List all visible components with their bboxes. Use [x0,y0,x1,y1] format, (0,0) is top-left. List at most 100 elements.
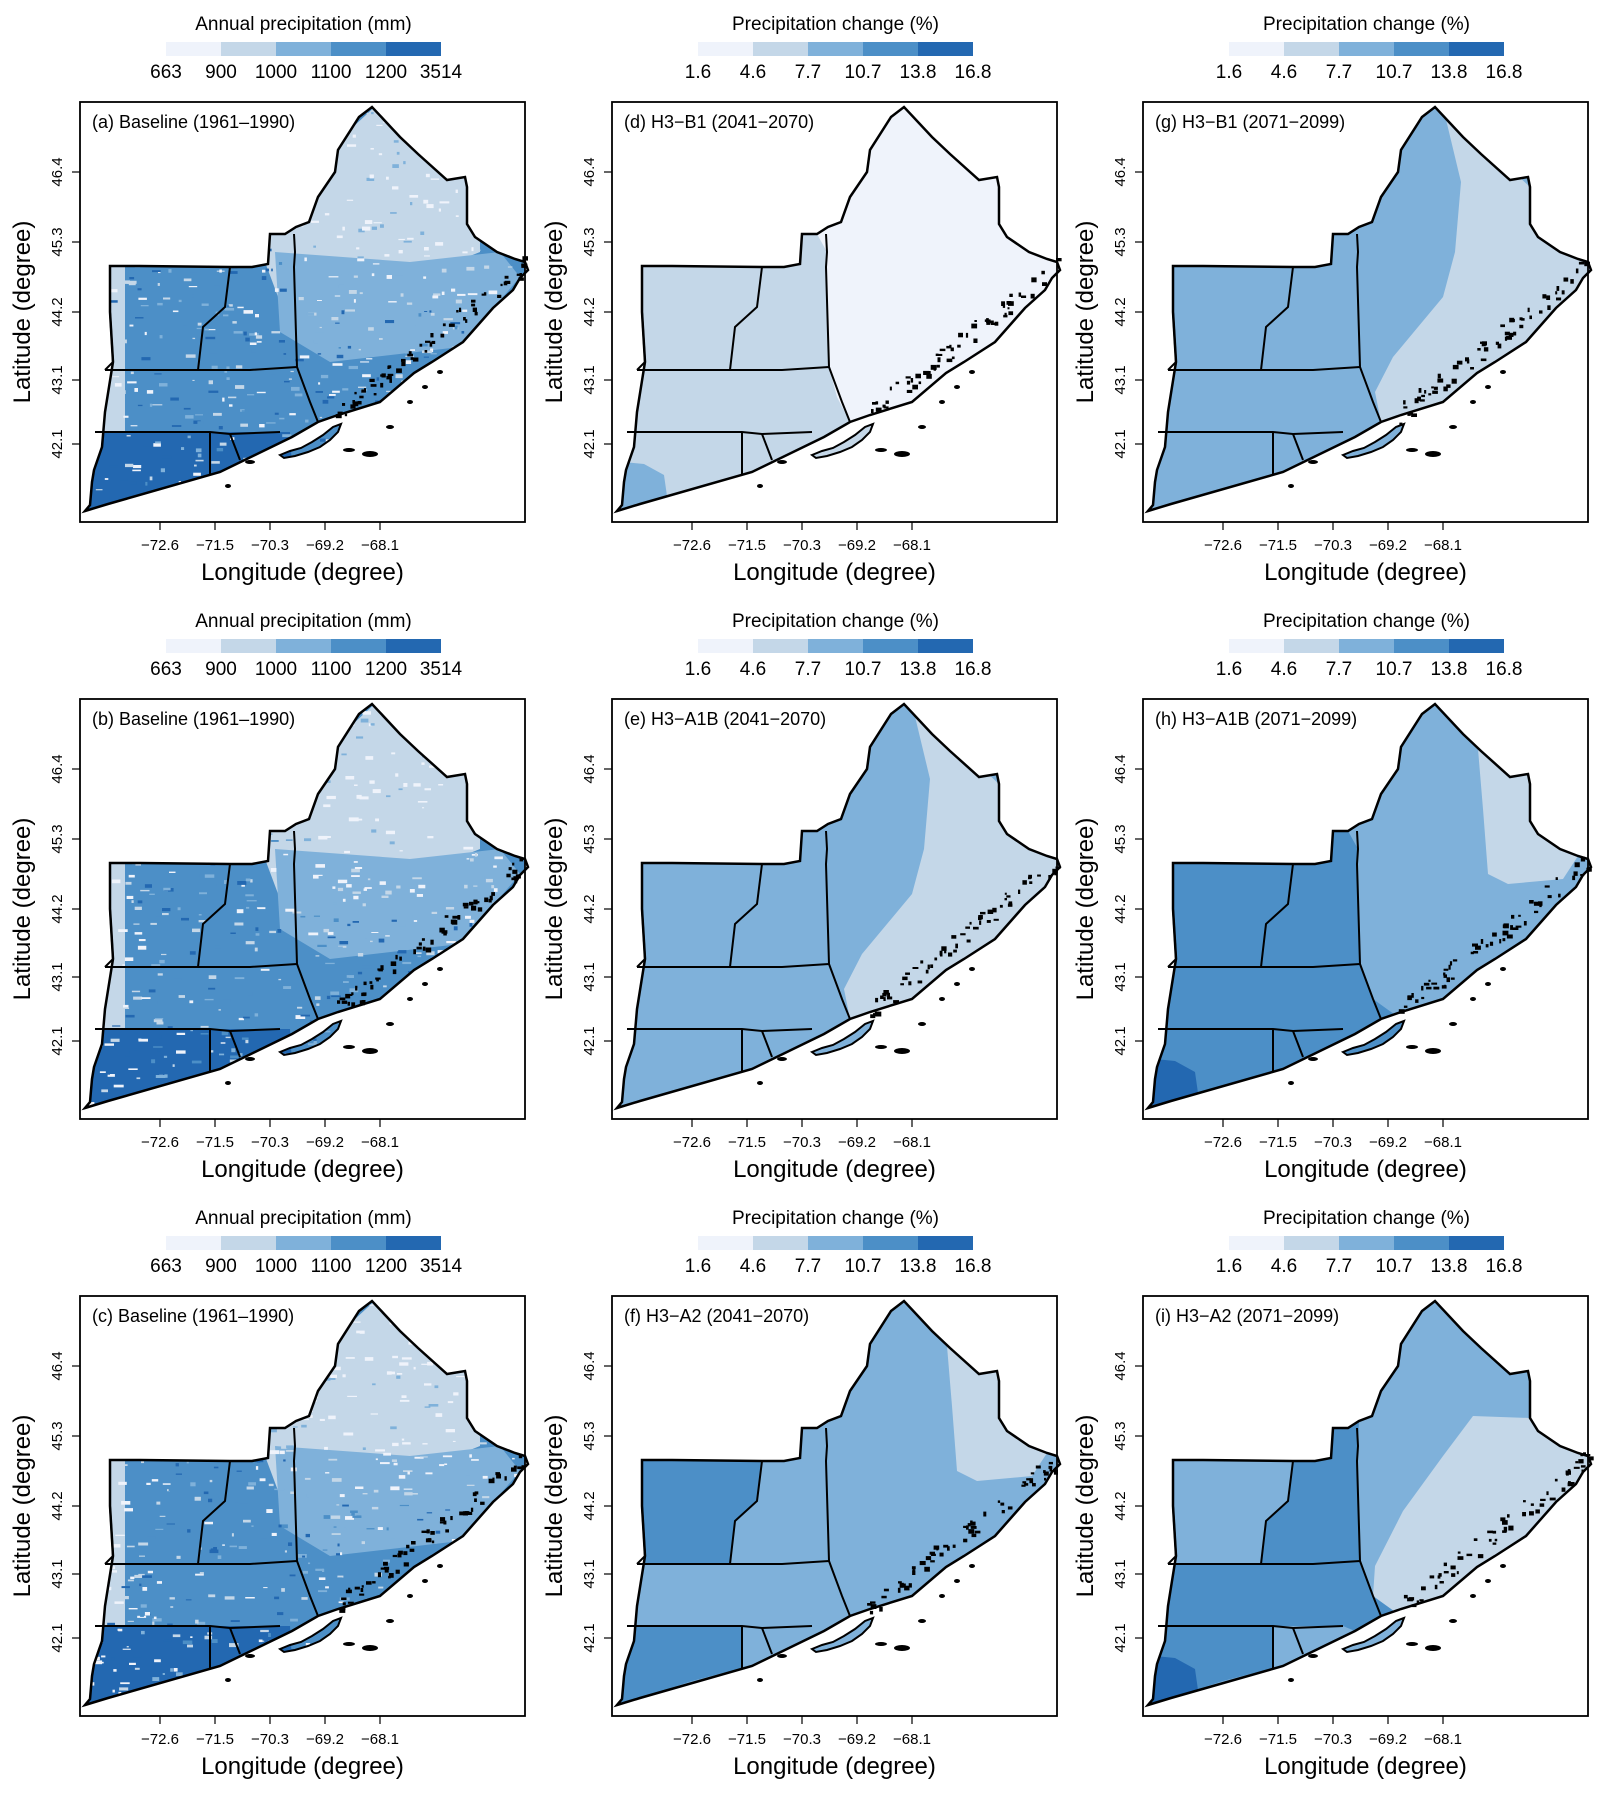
island [225,1678,231,1682]
map-area: (i) H3−A2 (2071−2099) −72.6 −71.5 −70.3 −69.… [1072,1295,1594,1780]
state-boundary [637,963,830,968]
x-axis-title: Longitude (degree) [201,1753,404,1780]
legend-swatch [331,639,386,653]
state-boundary [229,1030,241,1058]
island [777,460,787,464]
panel-label: (e) H3−A1B (2041−2070) [624,709,826,729]
state-boundary [627,1625,813,1630]
y-tick-label: 42.1 [1112,429,1129,458]
y-tick-label: 43.1 [1112,1559,1129,1588]
y-tick-label: 45.3 [1112,1421,1129,1450]
island [939,1594,945,1598]
x-tick-label: −68.1 [1424,537,1462,554]
y-tick-label: 43.1 [49,365,66,394]
x-tick-label: −69.2 [1369,1731,1407,1748]
legend-tick-label: 1.6 [1216,62,1242,83]
y-tick-label: 42.1 [581,1026,598,1055]
legend-swatch [698,639,753,653]
map-panel-c: Annual precipitation (mm) 663 900 1000 1100 1… [9,1208,530,1780]
coastline [81,702,530,1111]
legend-swatch [863,639,918,653]
x-tick-label: −69.2 [306,1731,344,1748]
y-tick-label: 45.3 [581,1421,598,1450]
y-tick-label: 46.4 [49,157,66,186]
island [1308,1057,1318,1061]
field-zone-ma [1158,1561,1398,1631]
y-tick-label: 46.4 [581,1351,598,1380]
coastline [613,1299,1062,1708]
y-tick-label: 44.2 [581,297,598,326]
legend-tick-label: 663 [150,62,182,83]
legend-swatch [1449,42,1504,56]
legend-a: Annual precipitation (mm) 663 900 1000 1100 1… [150,14,462,83]
y-tick-label: 43.1 [581,962,598,991]
y-axis-title: Latitude (degree) [541,221,568,404]
cape-cod-outline [1340,422,1406,460]
map-panel-g: Precipitation change (%) 1.6 4.6 7.7 10.7 13.… [1072,14,1593,586]
island [1406,1045,1418,1049]
y-tick-label: 45.3 [1112,227,1129,256]
legend-title: Precipitation change (%) [1263,14,1470,35]
y-tick-label: 46.4 [49,754,66,783]
legend-tick-label: 3514 [420,1256,463,1277]
state-boundary [1168,963,1361,968]
map-panel-f: Precipitation change (%) 1.6 4.6 7.7 10.7 13.… [541,1208,1062,1780]
legend-tick-label: 4.6 [1271,62,1297,83]
x-tick-label: −72.6 [1204,537,1242,554]
map-panel-b: Annual precipitation (mm) 663 900 1000 1100 1… [9,611,530,1183]
legend-tick-label: 16.8 [955,62,992,83]
y-tick-label: 44.2 [1112,297,1129,326]
legend-swatch [1394,1236,1449,1250]
legend-swatch [221,42,276,56]
coastline [613,105,1062,514]
x-axis-title: Longitude (degree) [733,559,936,586]
legend-tick-label: 1200 [365,659,407,680]
state-boundary [1168,366,1361,371]
island [1500,967,1506,971]
coastline [1144,1299,1593,1708]
x-axis-title: Longitude (degree) [201,559,404,586]
y-tick-label: 43.1 [581,1559,598,1588]
legend-tick-label: 10.7 [1376,659,1413,680]
x-tick-label: −71.5 [196,1731,234,1748]
y-axis-title: Latitude (degree) [9,818,36,1001]
legend-tick-label: 1.6 [685,1256,711,1277]
cape-cod-outline [277,1616,343,1654]
legend-swatch [1449,1236,1504,1250]
map-panel-e: Precipitation change (%) 1.6 4.6 7.7 10.7 13.… [541,611,1062,1183]
field-interior-zone [275,252,520,362]
island [1406,1642,1418,1646]
island [362,1048,378,1054]
legend-c: Annual precipitation (mm) 663 900 1000 1100 1… [150,1208,462,1277]
island [343,1642,355,1646]
island [969,370,975,374]
island [1425,1048,1441,1054]
state-boundary [1168,1560,1361,1565]
legend-tick-label: 4.6 [740,1256,766,1277]
x-tick-label: −72.6 [141,537,179,554]
x-tick-label: −71.5 [1259,1134,1297,1151]
field-zone-ct [617,1626,742,1705]
field-interior-zone [275,1446,520,1556]
state-boundary [197,1460,231,1565]
legend-tick-label: 7.7 [795,1256,821,1277]
state-boundary [761,1627,773,1655]
y-tick-label: 45.3 [49,1421,66,1450]
legend-swatch [863,1236,918,1250]
map-area: (b) Baseline (1961–1990)−72.6 −71.5 −70.3−… [9,698,530,1183]
legend-tick-label: 16.8 [1486,659,1523,680]
legend-swatch [1284,639,1339,653]
legend-swatch [698,42,753,56]
x-tick-label: −68.1 [1424,1731,1462,1748]
x-tick-label: −68.1 [1424,1134,1462,1151]
legend-swatch [753,42,808,56]
island [777,1654,787,1658]
legend-tick-label: 3514 [420,659,463,680]
state-boundary [229,1627,241,1655]
y-tick-label: 42.1 [581,1623,598,1652]
legend-swatch [808,1236,863,1250]
island [954,982,960,986]
x-tick-label: −69.2 [306,537,344,554]
x-tick-label: −71.5 [196,537,234,554]
legend-tick-label: 900 [205,62,237,83]
